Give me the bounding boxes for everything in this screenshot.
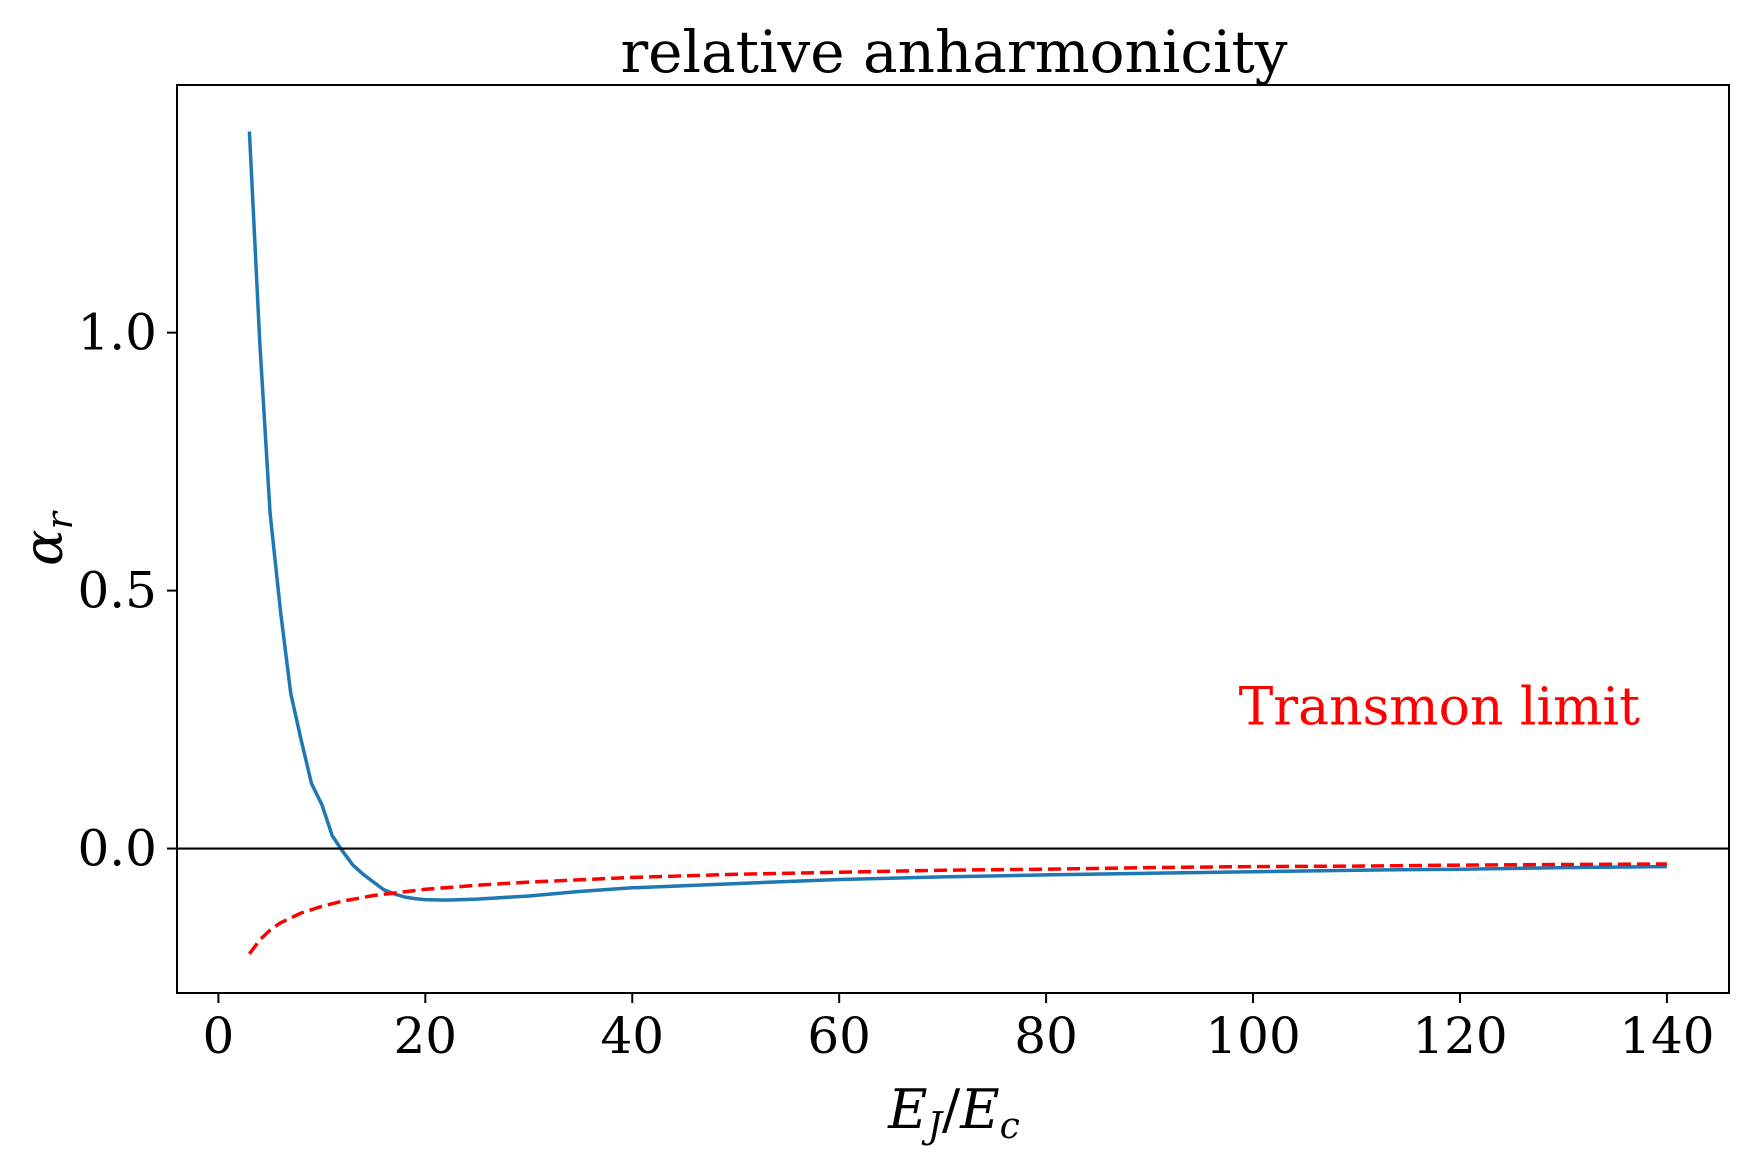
x-tick-label: 20 xyxy=(394,1007,458,1065)
x-tick-label: 120 xyxy=(1412,1007,1507,1065)
transmon-limit-annotation: Transmon limit xyxy=(1239,678,1641,738)
x-tick-label: 60 xyxy=(807,1007,871,1065)
x-tick-label: 140 xyxy=(1619,1007,1714,1065)
plot-frame xyxy=(176,84,1730,994)
series-line-2 xyxy=(247,862,1667,955)
x-tick-label: 80 xyxy=(1014,1007,1078,1065)
x-tick-label: 40 xyxy=(600,1007,664,1065)
y-axis-label: αr xyxy=(12,510,81,565)
y-tick-label: 0.0 xyxy=(77,820,157,878)
y-tick-label: 1.0 xyxy=(77,304,157,362)
y-axis-ticks: 0.0 0.5 1.0 xyxy=(77,304,177,878)
x-tick-label: 0 xyxy=(202,1007,234,1065)
x-axis-label: EJ/Ec xyxy=(887,1078,1020,1147)
series-line-1 xyxy=(247,131,1667,902)
y-tick-label: 0.5 xyxy=(77,562,157,620)
series-layer xyxy=(247,131,1667,955)
x-tick-label: 100 xyxy=(1205,1007,1300,1065)
chart-title: relative anharmonicity xyxy=(620,18,1287,86)
x-axis-ticks: 0 20 40 60 80 100 120 140 xyxy=(202,993,1715,1065)
